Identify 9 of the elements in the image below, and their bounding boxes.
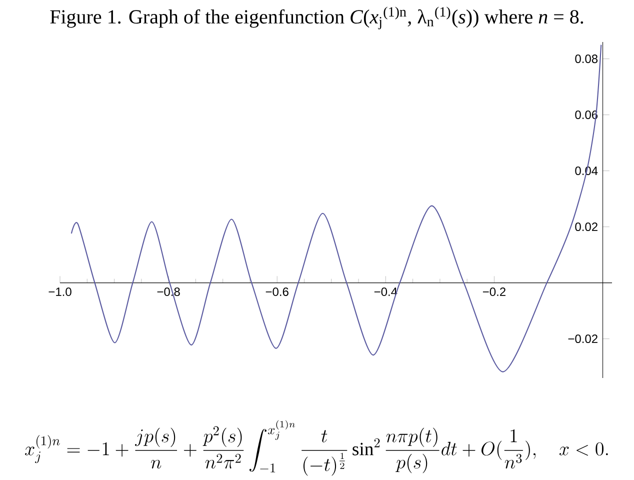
text: $x_j^{(1)n} = -1 + \frac{jp(s)}{n} + \frac{p^2(s)}{n^2\pi^2}\int_{-1}^{x_j^{(1)n}} \frac{t}{(-t)^{\frac{1}{2}}}\sin^2\frac{n\pi p(t)}{p(s)}dt + O(\frac{1}{n^3}),\quad x<0.$	[25, 420, 608, 476]
y-tick-label: 0.08	[575, 54, 598, 64]
y-tick-label: −0.02	[568, 334, 598, 344]
x-tick-label: −1.0	[48, 288, 72, 296]
chart-title: Figure 1. Graph of the eigenfunction C(x$_{j}$$^{(1)n}$, λ$_{n}$$^{(1)}$(s)) where n = 8.	[50, 6, 584, 30]
y-tick-label: 0.02	[575, 222, 598, 232]
line-series	[70, 44, 602, 372]
x-tick-label: −0.6	[266, 288, 288, 296]
x-tick-label: −0.2	[482, 288, 506, 296]
